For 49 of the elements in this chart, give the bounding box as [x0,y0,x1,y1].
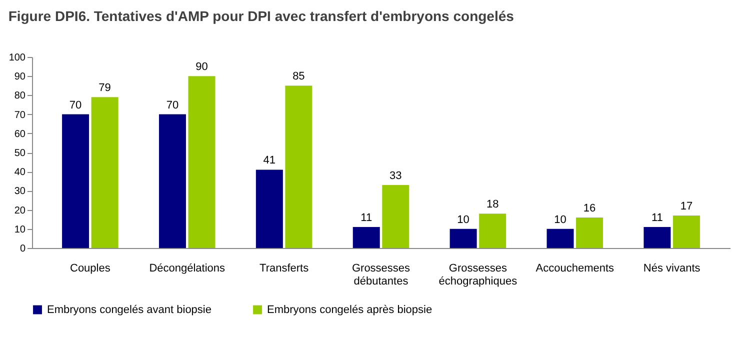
data-label: 18 [486,198,499,211]
legend-label: Embryons congelés après biopsie [267,304,432,316]
y-tick-label: 70 [14,110,26,121]
data-label: 85 [292,70,305,83]
y-tick-label: 100 [8,52,26,64]
bar [382,184,410,248]
bar [672,216,700,248]
data-label: 70 [166,99,179,112]
data-label: 10 [457,214,470,226]
bar [62,114,90,248]
x-tick-label: Grossesses débutantes [352,262,411,288]
bar [644,226,671,248]
x-tick-label: Grossesses échographiques [438,262,518,288]
bar [352,226,380,248]
y-tick-label: 20 [14,205,26,216]
y-tick-label: 10 [14,224,26,236]
x-tick-label: Transferts [260,262,310,274]
bar [188,76,216,248]
bar [91,97,118,248]
data-label: 10 [554,214,566,226]
bar [285,86,312,248]
data-label: 70 [69,99,82,112]
x-tick-label: Accouchements [536,262,615,274]
bar [450,228,477,248]
y-tick-label: 40 [14,167,26,178]
y-tick-label: 50 [14,148,26,159]
data-label: 17 [680,200,693,213]
data-label: 90 [196,61,208,74]
bar [576,217,604,248]
data-label: 11 [360,212,372,224]
x-tick-label: Nés vivants [643,262,701,274]
x-tick-label: Couples [70,262,111,274]
bar [546,228,574,248]
chart-title: Figure DPI6. Tentatives d'AMP pour DPI avec transfert d'embryons congelés [8,8,514,24]
y-tick-label: 80 [14,90,26,102]
bar [256,170,283,248]
legend-label: Embryons congelés avant biopsie [47,304,212,316]
y-tick-label: 30 [14,186,26,198]
y-tick-label: 0 [20,244,26,254]
x-tick-label: Décongélations [149,262,226,274]
y-tick-label: 60 [14,128,26,140]
data-label: 41 [263,154,276,167]
bar [479,214,506,248]
y-tick-label: 90 [14,72,26,83]
data-label: 11 [651,212,663,224]
data-label: 33 [390,170,402,182]
data-label: 16 [583,202,596,214]
data-label: 79 [98,82,111,94]
bar [158,114,186,248]
